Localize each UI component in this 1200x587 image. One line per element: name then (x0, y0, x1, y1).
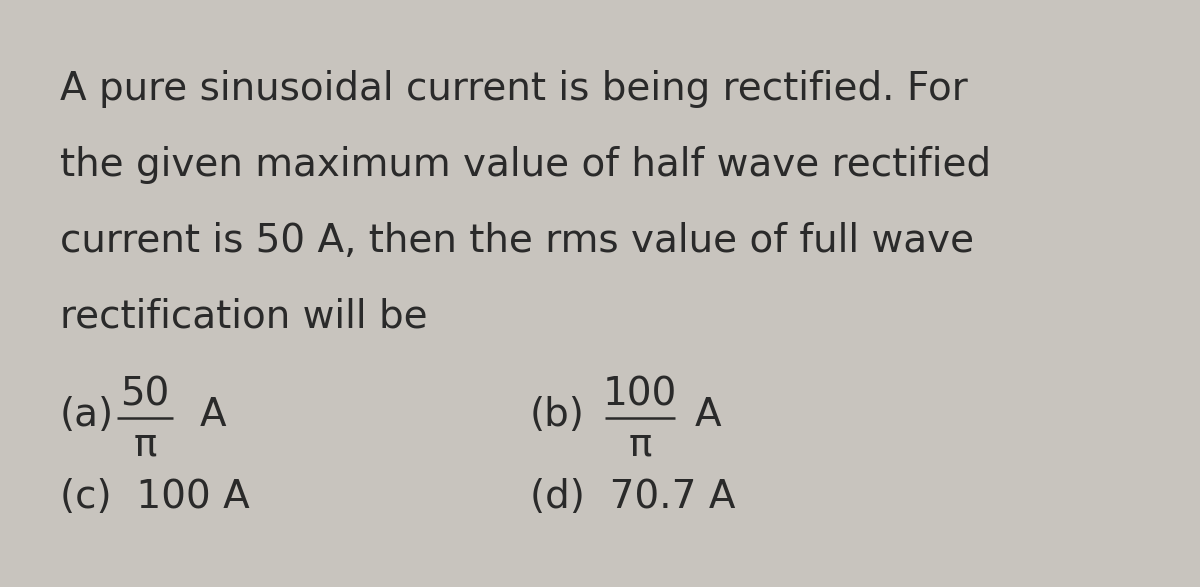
Text: (a): (a) (60, 396, 114, 434)
Text: 50: 50 (120, 375, 169, 413)
Text: A pure sinusoidal current is being rectified. For: A pure sinusoidal current is being recti… (60, 70, 967, 108)
Text: (c)  100 A: (c) 100 A (60, 478, 250, 516)
Text: π: π (629, 426, 652, 464)
Text: (b): (b) (530, 396, 584, 434)
Text: current is 50 A, then the rms value of full wave: current is 50 A, then the rms value of f… (60, 222, 974, 260)
Text: (d)  70.7 A: (d) 70.7 A (530, 478, 736, 516)
Text: A: A (695, 396, 721, 434)
Text: the given maximum value of half wave rectified: the given maximum value of half wave rec… (60, 146, 991, 184)
Text: rectification will be: rectification will be (60, 298, 427, 336)
Text: A: A (200, 396, 227, 434)
Text: π: π (133, 426, 157, 464)
Text: 100: 100 (602, 375, 677, 413)
